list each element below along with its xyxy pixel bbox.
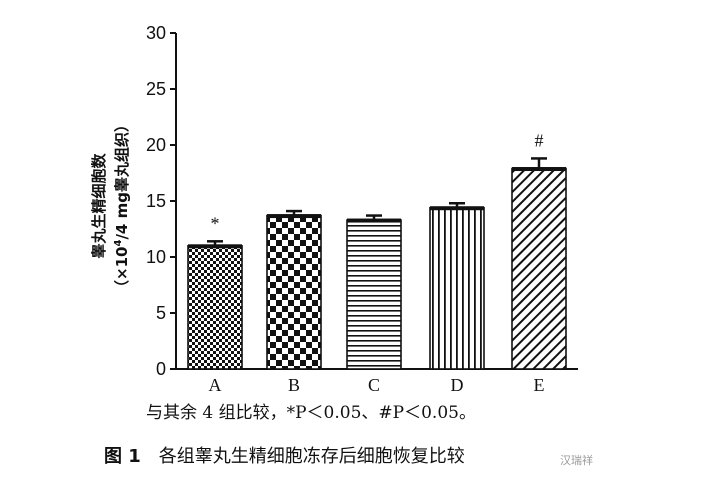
y-tick-label: 5 — [156, 303, 166, 323]
x-tick-label-A: A — [209, 375, 222, 395]
bar-D — [429, 206, 485, 370]
bar-group-C: C — [346, 214, 402, 395]
bar-top-edge — [267, 214, 321, 219]
watermark: 汉瑞祥 — [560, 454, 593, 467]
bar-top-edge — [347, 218, 401, 223]
y-axis-label-prefix: （×10 — [113, 247, 131, 295]
y-axis-label-line1: 睾丸生精细胞数 — [90, 153, 108, 259]
bar-group-D: D — [429, 201, 485, 395]
bars: *A B C D#E — [187, 130, 567, 395]
bar-B — [266, 214, 322, 370]
bar-top-edge — [512, 167, 566, 172]
x-tick-label-D: D — [451, 375, 464, 395]
bar-E — [511, 167, 567, 370]
y-tick-label: 25 — [146, 79, 166, 99]
y-tick-label: 10 — [146, 247, 166, 267]
significance-mark-E: # — [535, 130, 544, 150]
figure-title-text: 各组睾丸生精细胞冻存后细胞恢复比较 — [158, 446, 465, 467]
bar-top-edge — [188, 244, 242, 249]
bar-group-A: *A — [187, 213, 243, 395]
x-tick-label-C: C — [368, 375, 380, 395]
y-axis-label-line2: （×104/4 mg睾丸组织） — [113, 117, 131, 295]
x-tick-label-B: B — [288, 375, 300, 395]
y-tick-label: 20 — [146, 135, 166, 155]
y-tick-label: 15 — [146, 191, 166, 211]
bar-top-edge — [430, 206, 484, 211]
bar-group-B: B — [266, 209, 322, 395]
y-axis-label-exponent: 4 — [113, 240, 124, 247]
bar-A — [187, 245, 243, 370]
x-tick-label-E: E — [534, 375, 545, 395]
y-ticks: 0 5 10 15 20 25 30 — [146, 23, 176, 379]
y-axis-label-suffix: /4 mg睾丸组织） — [113, 117, 131, 240]
figure-caption: 图 1 各组睾丸生精细胞冻存后细胞恢复比较 — [104, 442, 465, 468]
figure-label: 图 1 — [104, 446, 141, 467]
footnote: 与其余 4 组比较，*P＜0.05、#P＜0.05。 — [146, 403, 476, 423]
significance-mark-A: * — [211, 213, 220, 233]
y-axis-label: 睾丸生精细胞数 （×104/4 mg睾丸组织） — [90, 117, 131, 295]
bar-group-E: #E — [511, 130, 567, 395]
y-axis: 0 5 10 15 20 25 30 — [146, 23, 177, 379]
y-tick-label: 0 — [156, 359, 166, 379]
bar-C — [346, 219, 402, 370]
y-tick-label: 30 — [146, 23, 166, 43]
